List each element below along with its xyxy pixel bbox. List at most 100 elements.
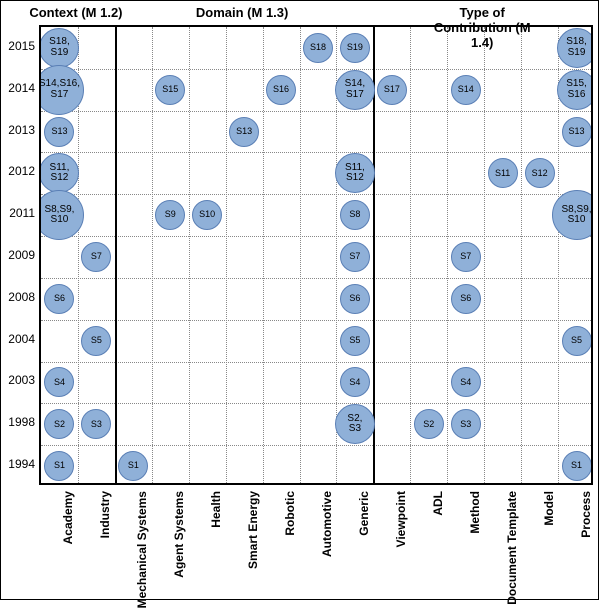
bubble: S11, S12 <box>335 153 375 193</box>
bubble: S18, S19 <box>39 28 79 68</box>
section-title: Type of Contribution (M 1.4) <box>424 5 540 50</box>
bubble: S1 <box>118 451 148 481</box>
bubble: S7 <box>451 242 481 272</box>
bubble: S8,S9, S10 <box>552 190 593 240</box>
bubble-chart: S18, S19 S18 S19 S18, S19 S14,S16, S17 S15 S16… <box>0 0 599 600</box>
bubble: S4 <box>340 367 370 397</box>
bubble: S6 <box>340 284 370 314</box>
bubble-label: S7 <box>91 252 102 261</box>
bubble: S16 <box>266 75 296 105</box>
bubble: S11, S12 <box>39 153 79 193</box>
gridline-horizontal <box>41 320 591 321</box>
y-axis-label: 2015 <box>5 39 35 53</box>
gridline-horizontal <box>41 69 591 70</box>
gridline-horizontal <box>41 362 591 363</box>
x-axis-label: Model <box>542 491 556 526</box>
bubble-label: S11, S12 <box>50 163 70 184</box>
gridline-vertical <box>521 27 522 483</box>
bubble: S4 <box>451 367 481 397</box>
x-axis-label: Smart Energy <box>246 491 260 569</box>
bubble-label: S7 <box>349 252 360 261</box>
bubble: S13 <box>44 117 74 147</box>
y-axis-label: 2009 <box>5 248 35 262</box>
bubble-label: S8,S9, S10 <box>44 205 74 226</box>
x-axis-label: Document Template <box>505 491 519 605</box>
bubble-label: S14, S17 <box>345 79 366 100</box>
bubble-label: S13 <box>236 127 252 136</box>
gridline-horizontal <box>41 194 591 195</box>
x-axis-label: Automotive <box>320 491 334 557</box>
bubble-label: S3 <box>460 420 471 429</box>
y-axis-label: 2004 <box>5 332 35 346</box>
y-axis-label: 2013 <box>5 123 35 137</box>
bubble-label: S12 <box>532 169 548 178</box>
gridline-horizontal <box>41 152 591 153</box>
bubble-label: S14,S16, S17 <box>39 79 80 100</box>
bubble: S7 <box>81 242 111 272</box>
bubble: S3 <box>451 409 481 439</box>
bubble: S11 <box>488 158 518 188</box>
bubble: S4 <box>44 367 74 397</box>
bubble: S1 <box>562 451 592 481</box>
bubble: S6 <box>44 284 74 314</box>
bubble: S3 <box>81 409 111 439</box>
bubble-label: S6 <box>54 294 65 303</box>
bubble-label: S18, S19 <box>49 37 70 58</box>
bubble: S2, S3 <box>335 404 375 444</box>
gridline-vertical <box>152 27 153 483</box>
plot-area: S18, S19 S18 S19 S18, S19 S14,S16, S17 S15 S16… <box>39 25 593 485</box>
bubble-label: S8,S9, S10 <box>562 205 592 226</box>
bubble-label: S6 <box>460 294 471 303</box>
bubble: S9 <box>155 200 185 230</box>
bubble: S12 <box>525 158 555 188</box>
bubble: S7 <box>340 242 370 272</box>
gridline-vertical <box>189 27 190 483</box>
y-axis-label: 2014 <box>5 81 35 95</box>
x-axis-label: Robotic <box>283 491 297 536</box>
gridline-vertical <box>484 27 485 483</box>
gridline-vertical <box>226 27 227 483</box>
bubble-label: S5 <box>349 336 360 345</box>
bubble-label: S8 <box>349 210 360 219</box>
bubble-label: S7 <box>460 252 471 261</box>
bubble-label: S18 <box>310 43 326 52</box>
bubble: S14 <box>451 75 481 105</box>
x-axis-label: Health <box>209 491 223 528</box>
bubble-label: S2 <box>54 420 65 429</box>
y-axis-label: 2008 <box>5 290 35 304</box>
bubble-label: S13 <box>569 127 585 136</box>
bubble-label: S6 <box>349 294 360 303</box>
bubble-label: S4 <box>54 378 65 387</box>
bubble-label: S3 <box>91 420 102 429</box>
gridline-horizontal <box>41 278 591 279</box>
x-axis-label: ADL <box>431 491 445 516</box>
bubble: S18, S19 <box>557 28 593 68</box>
bubble: S5 <box>81 326 111 356</box>
bubble: S10 <box>192 200 222 230</box>
gridline-horizontal <box>41 445 591 446</box>
bubble: S5 <box>562 326 592 356</box>
bubble-label: S16 <box>273 85 289 94</box>
y-axis-label: 2003 <box>5 373 35 387</box>
x-axis-label: Generic <box>357 491 371 536</box>
bubble-label: S11 <box>495 169 510 178</box>
y-axis-label: 1994 <box>5 457 35 471</box>
gridline-vertical <box>410 27 411 483</box>
bubble: S15 <box>155 75 185 105</box>
bubble: S8 <box>340 200 370 230</box>
section-divider <box>115 27 117 483</box>
bubble-label: S13 <box>51 127 67 136</box>
y-axis-label: 1998 <box>5 415 35 429</box>
bubble-label: S14 <box>458 85 474 94</box>
x-axis-label: Process <box>579 491 593 538</box>
gridline-horizontal <box>41 403 591 404</box>
y-axis-label: 2012 <box>5 164 35 178</box>
bubble-label: S1 <box>128 461 139 470</box>
bubble: S19 <box>340 33 370 63</box>
x-axis-label: Mechanical Systems <box>135 491 149 608</box>
bubble: S2 <box>44 409 74 439</box>
bubble-label: S19 <box>347 43 363 52</box>
x-axis-label: Viewpoint <box>394 491 408 547</box>
bubble-label: S15, S16 <box>566 79 587 100</box>
bubble: S13 <box>229 117 259 147</box>
